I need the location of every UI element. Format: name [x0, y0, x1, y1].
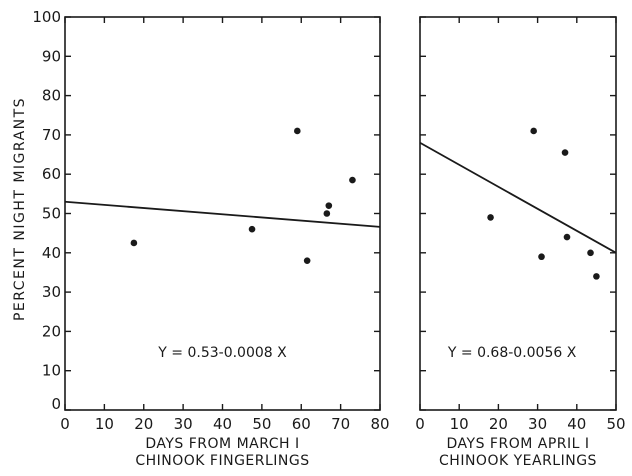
y-tick-label: 30 — [42, 283, 61, 301]
x-tick-label: 0 — [60, 415, 70, 433]
x-tick-label: 50 — [606, 415, 625, 433]
x-tick-label: 50 — [252, 415, 271, 433]
y-tick-label: 80 — [42, 87, 61, 105]
data-point — [349, 176, 356, 184]
data-point — [248, 225, 256, 233]
y-tick-label: 100 — [32, 8, 61, 26]
data-point — [587, 249, 594, 257]
data-point — [530, 127, 537, 135]
data-point — [323, 210, 331, 217]
x-tick-label: 60 — [292, 415, 311, 433]
regression-equation-fingerlings: Y = 0.53-0.0008 X — [157, 345, 287, 361]
y-axis-label: PERCENT NIGHT MIGRANTS — [12, 97, 28, 321]
data-point — [130, 239, 138, 247]
chart-layer: 0 10 20 30 40 50 60 70 800102030405060708090100Y… — [32, 8, 625, 469]
data-point — [325, 202, 333, 209]
x-axis-label-yearlings: DAYS FROM APRIL I — [447, 436, 590, 452]
x-tick-label: 10 — [450, 415, 469, 433]
y-tick-label: 60 — [42, 165, 61, 183]
regression-equation-yearlings: Y = 0.68-0.0056 X — [447, 345, 577, 361]
y-tick-label: 70 — [42, 126, 61, 144]
data-point — [561, 149, 569, 156]
x-tick-label: 20 — [134, 415, 153, 433]
data-point — [303, 257, 311, 264]
x-tick-label: 0 — [415, 415, 425, 433]
x-axis-sublabel-fingerlings: CHINOOK FINGERLINGS — [135, 453, 309, 469]
y-tick-label: 0 — [51, 395, 61, 413]
panel-fingerlings: 0 10 20 30 40 50 60 70 80 0 10 20 30 40 50 60 70 80 90 100 Y… — [32, 8, 389, 469]
x-tick-label: 70 — [331, 415, 350, 433]
x-tick-label: 30 — [174, 415, 193, 433]
data-point — [294, 127, 301, 135]
x-tick-label: 80 — [370, 415, 389, 433]
data-point — [563, 233, 571, 241]
x-tick-label: 20 — [489, 415, 508, 433]
x-tick-label: 40 — [213, 415, 232, 433]
data-point — [538, 253, 545, 261]
y-tick-label: 50 — [42, 205, 61, 223]
y-tick-label: 20 — [42, 322, 61, 340]
data-point — [487, 214, 494, 221]
x-tick-label: 30 — [528, 415, 547, 433]
x-axis-sublabel-yearlings: CHINOOK YEARLINGS — [439, 453, 597, 469]
x-axis-label-fingerlings: DAYS FROM MARCH I — [145, 436, 299, 452]
data-point — [593, 273, 600, 280]
x-tick-label: 10 — [95, 415, 114, 433]
y-tick-label: 10 — [42, 362, 61, 380]
y-tick-label: 40 — [42, 244, 61, 262]
regression-line-fingerlings — [64, 200, 381, 228]
x-tick-label: 40 — [567, 415, 586, 433]
y-tick-label: 90 — [42, 47, 61, 65]
regression-line-yearlings — [419, 141, 617, 254]
panel-yearlings: 0 10 20 30 40 50 Y = 0.68-0.0056 X DAYS FROM AP… — [415, 16, 626, 469]
